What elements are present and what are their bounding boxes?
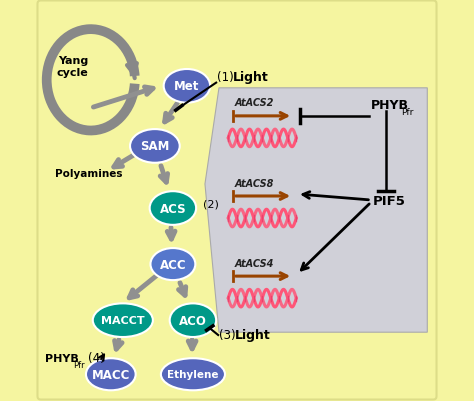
- Text: Light: Light: [233, 71, 269, 83]
- Text: Met: Met: [174, 80, 200, 93]
- Ellipse shape: [150, 249, 195, 280]
- Text: PHYB: PHYB: [371, 99, 409, 111]
- Ellipse shape: [86, 358, 136, 390]
- Text: MACCT: MACCT: [101, 316, 145, 325]
- Text: (1): (1): [217, 71, 234, 83]
- Ellipse shape: [150, 192, 196, 225]
- Text: (4): (4): [88, 352, 105, 365]
- Ellipse shape: [170, 304, 216, 337]
- Text: Pfr: Pfr: [73, 360, 85, 370]
- Ellipse shape: [164, 70, 210, 103]
- Text: (2): (2): [203, 198, 219, 209]
- Text: PHYB: PHYB: [45, 354, 79, 364]
- Ellipse shape: [161, 358, 225, 390]
- Text: Light: Light: [235, 328, 271, 341]
- Polygon shape: [205, 89, 427, 332]
- Text: Yang
cycle: Yang cycle: [57, 56, 89, 77]
- Ellipse shape: [93, 304, 153, 337]
- Text: Polyamines: Polyamines: [55, 168, 122, 178]
- Text: SAM: SAM: [140, 140, 170, 153]
- Text: AtACS8: AtACS8: [235, 178, 274, 188]
- Text: ACS: ACS: [160, 202, 186, 215]
- Text: (3): (3): [219, 328, 236, 341]
- Text: PIF5: PIF5: [373, 194, 406, 207]
- Text: AtACS4: AtACS4: [235, 258, 274, 268]
- Text: Pfr: Pfr: [401, 107, 414, 117]
- Text: AtACS2: AtACS2: [235, 98, 274, 108]
- Text: Ethylene: Ethylene: [167, 369, 219, 379]
- Ellipse shape: [130, 130, 180, 163]
- Text: MACC: MACC: [91, 368, 130, 381]
- Text: ACO: ACO: [179, 314, 207, 327]
- Text: ACC: ACC: [160, 258, 186, 271]
